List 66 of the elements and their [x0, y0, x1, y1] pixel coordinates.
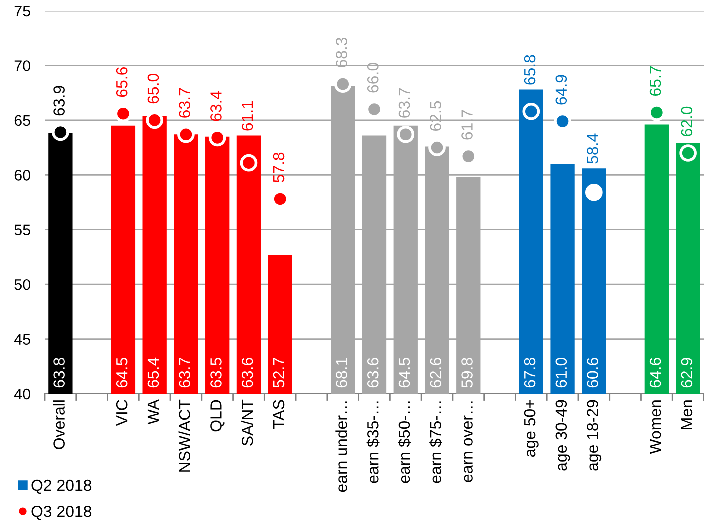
x-tick-label: TAS — [273, 400, 285, 430]
data-label: 60.6 — [587, 358, 598, 388]
data-label: 52.7 — [273, 358, 285, 388]
data-label: 65.6 — [116, 68, 128, 98]
x-tick-label: Men — [681, 400, 693, 430]
data-label: 63.5 — [210, 358, 222, 388]
x-tick-label: QLD — [210, 400, 225, 432]
x-tick-label: age 50+ — [524, 400, 539, 458]
data-label: 64.5 — [398, 358, 410, 388]
y-tick-label: 65 — [14, 115, 30, 126]
point — [522, 103, 540, 120]
x-tick-label: WA — [148, 400, 159, 425]
data-label: 59.8 — [462, 358, 473, 388]
y-tick-label: 70 — [14, 60, 31, 72]
data-label: 63.4 — [210, 91, 222, 122]
data-label: 61.0 — [556, 358, 568, 388]
point — [240, 154, 258, 172]
y-tick-label: 50 — [14, 279, 31, 290]
data-label: 66.0 — [367, 63, 379, 93]
x-tick-label: age 18-29 — [587, 400, 602, 471]
data-label: 63.8 — [54, 358, 65, 388]
data-label: 63.7 — [398, 88, 410, 118]
data-label: 62.5 — [430, 101, 442, 131]
data-label: 68.3 — [336, 38, 348, 68]
data-label: 61.1 — [242, 101, 254, 131]
data-label: 64.6 — [650, 358, 662, 388]
data-label: 67.8 — [524, 358, 536, 388]
data-label: 65.8 — [524, 55, 536, 85]
data-label: 63.7 — [179, 88, 190, 118]
data-label: 63.6 — [367, 358, 379, 388]
data-label: 65.0 — [148, 74, 160, 104]
y-tick-label: 40 — [14, 388, 31, 400]
point — [397, 126, 415, 144]
data-label: 64.5 — [116, 358, 128, 388]
legend-label: Q2 2018 — [32, 480, 92, 494]
data-label: 63.9 — [54, 86, 65, 116]
y-tick-label: 55 — [14, 224, 30, 236]
y-tick-label: 45 — [14, 334, 30, 345]
data-label: 62.6 — [430, 358, 442, 388]
x-tick-label: earn over… — [464, 402, 473, 482]
y-tick-label: 75 — [14, 6, 30, 17]
data-label: 65.7 — [650, 66, 662, 96]
data-label: 68.1 — [336, 358, 348, 388]
x-tick-label: VIC — [116, 400, 128, 426]
x-tick-label: earn under… — [336, 402, 348, 492]
x-tick-label: SA/NT — [242, 400, 254, 446]
data-label: 58.4 — [587, 134, 598, 164]
x-tick-label: earn $75-… — [430, 402, 442, 484]
point — [680, 144, 697, 162]
data-label: 63.7 — [179, 358, 190, 388]
x-tick-label: Women — [650, 400, 662, 454]
legend-label: Q3 2018 — [32, 506, 92, 520]
data-label: 65.4 — [148, 358, 160, 388]
x-tick-label: earn $50-… — [398, 402, 412, 484]
data-label: 64.9 — [556, 75, 568, 105]
data-label: 61.7 — [462, 110, 473, 140]
data-label: 62.9 — [681, 358, 693, 388]
data-label: 57.8 — [273, 152, 285, 183]
y-tick-label: 60 — [14, 170, 31, 181]
x-tick-label: earn $35-… — [366, 402, 380, 484]
x-tick-label: Overall — [53, 400, 65, 450]
data-label: 62.0 — [681, 106, 693, 136]
x-tick-label: NSW/ACT — [178, 400, 190, 472]
data-label: 63.6 — [242, 358, 254, 388]
x-tick-label: age 30-49 — [556, 400, 570, 471]
point — [585, 184, 603, 202]
